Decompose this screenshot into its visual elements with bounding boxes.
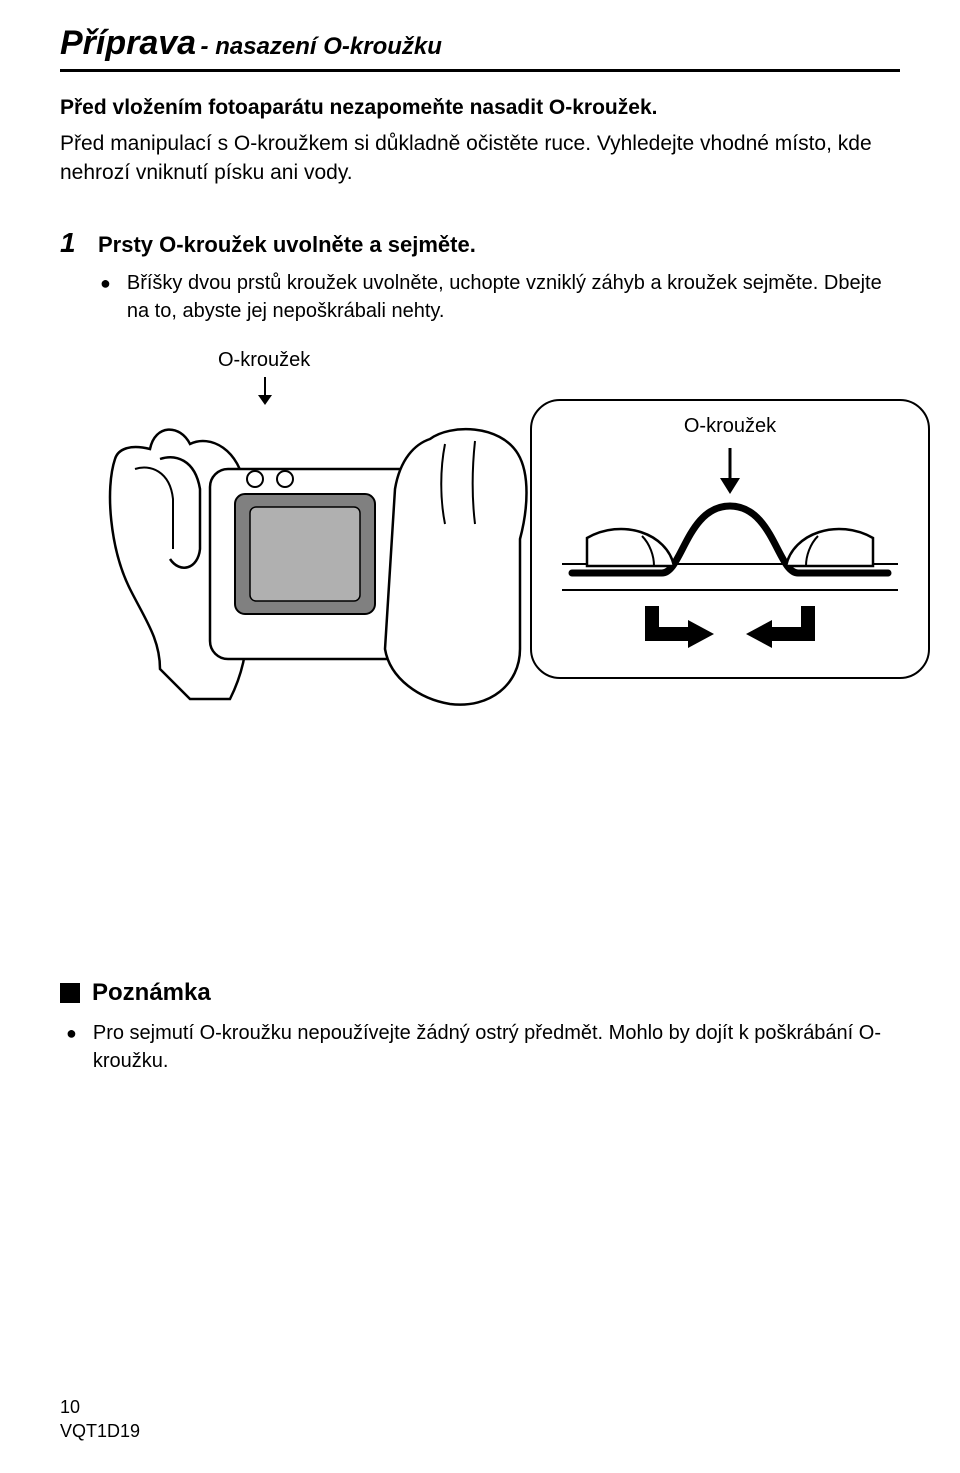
bullet-row: ● Bříšky dvou prstů kroužek uvolněte, uc… xyxy=(100,269,900,325)
page: Příprava - nasazení O-kroužku Před vlože… xyxy=(0,0,960,1473)
step-heading: Prsty O-kroužek uvolněte a sejměte. xyxy=(98,232,476,258)
doc-code: VQT1D19 xyxy=(60,1420,140,1443)
bullet-text: Bříšky dvou prstů kroužek uvolněte, ucho… xyxy=(127,269,900,325)
figure-label-left: O-kroužek xyxy=(218,349,310,372)
note-bullets: ● Pro sejmutí O-kroužku nepoužívejte žád… xyxy=(66,1019,900,1075)
camera-illustration xyxy=(100,399,530,719)
note-bullet-text: Pro sejmutí O-kroužku nepoužívejte žádný… xyxy=(93,1019,900,1075)
note-heading-row: Poznámka xyxy=(60,979,900,1007)
title-main: Příprava xyxy=(60,24,196,62)
title-sub: nasazení O-kroužku xyxy=(215,33,442,60)
intro-bold: Před vložením fotoaparátu nezapomeňte na… xyxy=(60,94,900,122)
note-bullet-row: ● Pro sejmutí O-kroužku nepoužívejte žád… xyxy=(66,1019,900,1075)
page-number: 10 xyxy=(60,1396,140,1419)
note-block: Poznámka ● Pro sejmutí O-kroužku nepouží… xyxy=(60,979,900,1075)
bullet-dot-icon: ● xyxy=(100,269,111,325)
bullet-dot-icon: ● xyxy=(66,1019,77,1075)
note-heading: Poznámka xyxy=(92,979,211,1007)
title-separator: - xyxy=(201,33,216,60)
page-title-row: Příprava - nasazení O-kroužku xyxy=(60,24,900,72)
step-number: 1 xyxy=(60,227,84,259)
oring-diagram xyxy=(532,438,928,668)
callout-box: O-kroužek xyxy=(530,399,930,679)
step-bullets: ● Bříšky dvou prstů kroužek uvolněte, uc… xyxy=(100,269,900,325)
figure-area: O-kroužek xyxy=(100,349,900,809)
page-footer: 10 VQT1D19 xyxy=(60,1396,140,1443)
note-square-icon xyxy=(60,983,80,1003)
intro-body: Před manipulací s O-kroužkem si důkladně… xyxy=(60,130,900,187)
figure-label-right: O-kroužek xyxy=(532,415,928,438)
step-1: 1 Prsty O-kroužek uvolněte a sejměte. xyxy=(60,227,900,259)
